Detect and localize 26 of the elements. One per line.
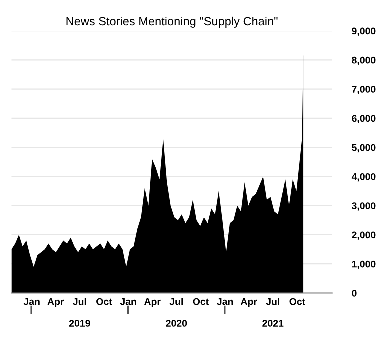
x-tick-label: Apr <box>240 298 258 308</box>
x2-tick-label: 2019 <box>69 320 90 327</box>
x-tick-label: Oct <box>290 298 306 306</box>
x-tick-label: Jul <box>170 298 183 306</box>
y-tick-label: 8,000 <box>352 56 376 66</box>
y-tick-label: 6,000 <box>352 115 376 124</box>
x-tick-label: Jan <box>24 298 40 306</box>
y-tick-label: 9,000 <box>352 28 376 36</box>
x-tick-label: Jul <box>266 298 280 306</box>
x-tick-label: Oct <box>193 298 209 306</box>
y-tick-label: 2,000 <box>352 232 376 240</box>
y-tick-label: 0 <box>352 290 357 297</box>
x-tick-label: Apr <box>144 298 161 308</box>
y-tick-label: 5,000 <box>352 144 376 153</box>
x2-tick-label: 2020 <box>166 320 188 327</box>
y-tick-label: 1,000 <box>352 260 376 270</box>
chart-title: News Stories Mentioning "Supply Chain" <box>66 16 278 28</box>
y-tick-label: 7,000 <box>352 86 376 94</box>
y-tick-label: 3,000 <box>352 202 376 211</box>
x-tick-label: Apr <box>48 298 64 308</box>
x-tick-label: Oct <box>96 298 112 306</box>
x-tick-label: Jul <box>73 298 86 306</box>
y-tick-label: 4,000 <box>352 173 376 182</box>
x-tick-label: Jan <box>120 298 136 306</box>
x2-tick-label: 2021 <box>262 320 284 327</box>
x-tick-label: Jan <box>217 298 234 306</box>
